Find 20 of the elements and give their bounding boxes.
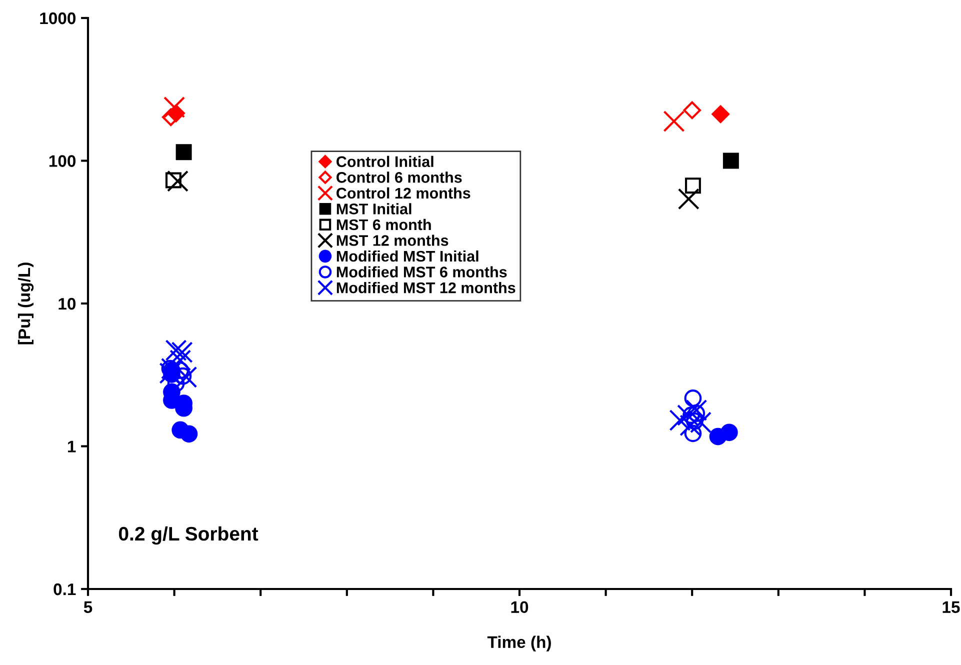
y-tick-label: 0.1 xyxy=(54,583,76,596)
y-tick-label: 10 xyxy=(58,298,76,310)
x-tick-label: 5 xyxy=(84,601,92,614)
legend-label: MST 6 month xyxy=(336,218,431,230)
legend-label: Modified MST 6 months xyxy=(336,266,507,278)
x-tick-label: 10 xyxy=(511,601,528,614)
x-tick-label: 15 xyxy=(942,601,960,614)
y-tick-label: 1 xyxy=(68,440,76,452)
legend-label: Control 6 months xyxy=(336,172,462,183)
legend-label: Modified MST 12 months xyxy=(336,282,516,294)
legend-label: Control 12 months xyxy=(336,187,470,199)
y-tick-label: 100 xyxy=(49,155,76,167)
annotation: 0.2 g/L Sorbent xyxy=(118,526,258,545)
legend-label: MST Initial xyxy=(336,203,412,214)
y-axis-title: [Pu] (ug/L) xyxy=(18,262,34,344)
x-axis-title: Time (h) xyxy=(487,636,551,652)
legend-label: Modified MST Initial xyxy=(336,250,478,262)
y-tick-label: 1000 xyxy=(40,12,76,24)
legend-label: Control Initial xyxy=(336,156,434,168)
legend-label: MST 12 months xyxy=(336,234,448,246)
